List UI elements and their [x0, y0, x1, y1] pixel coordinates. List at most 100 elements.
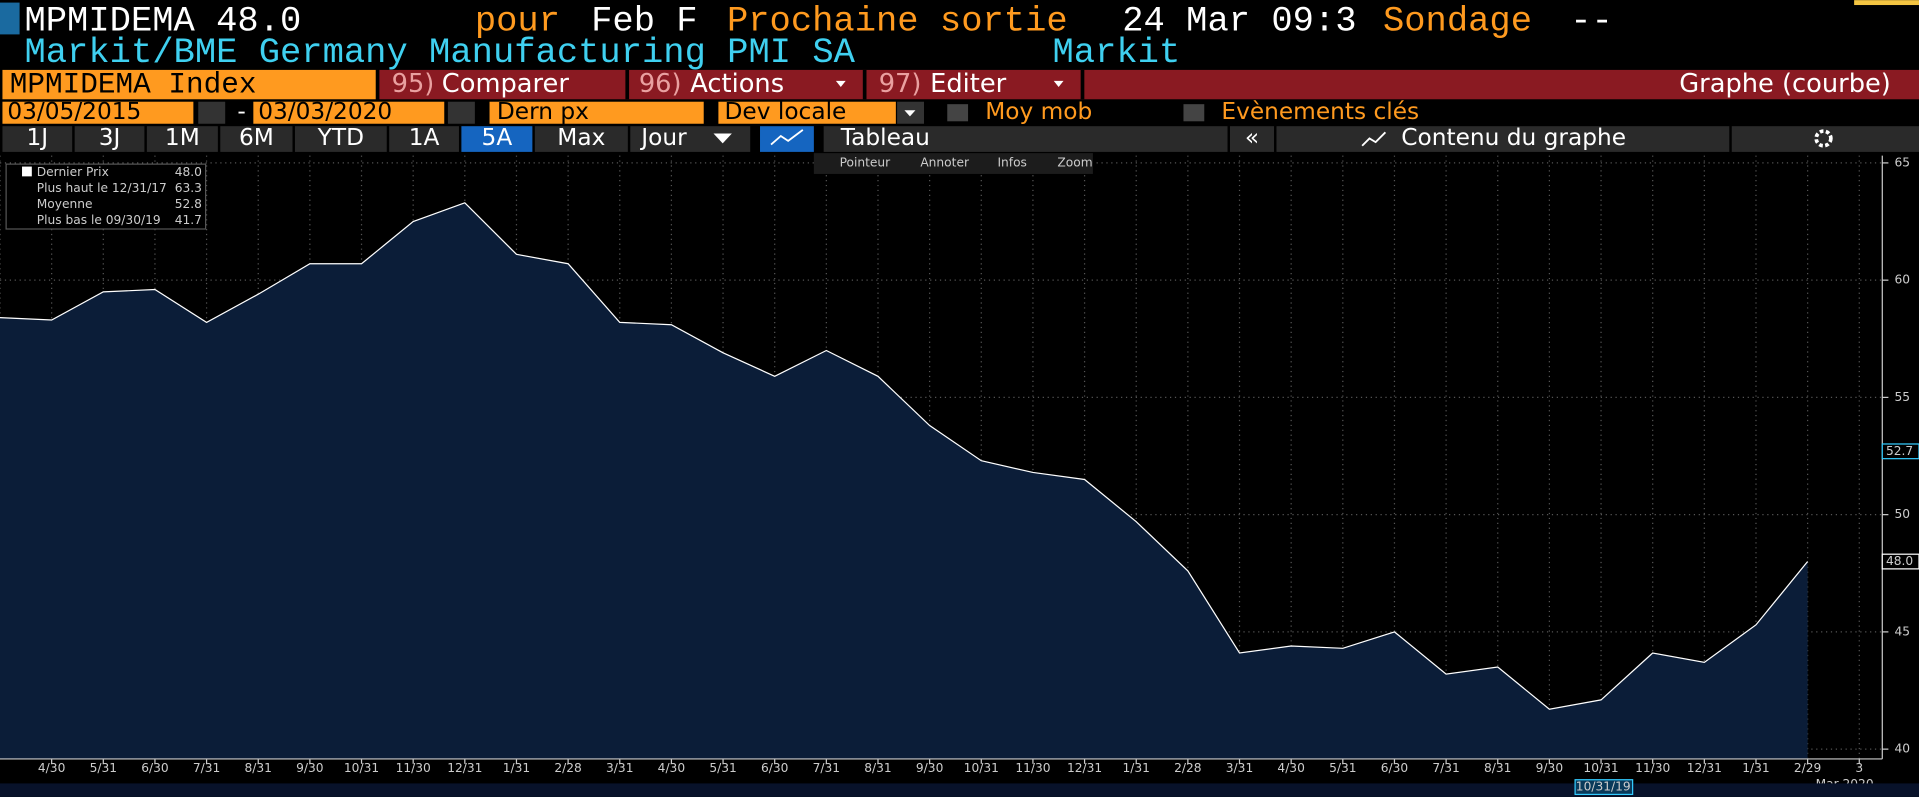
- y-tick-label: 55: [1895, 390, 1911, 404]
- range-button[interactable]: [389, 126, 459, 152]
- range-label: 6M: [239, 124, 274, 151]
- icon: «: [1245, 124, 1259, 151]
- currency-box[interactable]: [718, 101, 896, 124]
- x-tick-label: 3/31: [1226, 761, 1253, 775]
- menu-bar: [379, 69, 1919, 100]
- x-tick-label: 1/31: [1122, 761, 1149, 775]
- x-tick-label: 12/31: [1687, 761, 1722, 775]
- mode[interactable]: Graphe (courbe): [1679, 69, 1891, 99]
- icon: [770, 129, 804, 146]
- chart: 40 45 50 55 60 65 4/30 5/31 6/30 7/31 8/31 9/30 10/3…: [0, 155, 1919, 791]
- menu-items: 95) Comparer 96) Actions 97) Editer Grap…: [392, 69, 1891, 100]
- x-tick-label: 2/28: [1174, 761, 1201, 775]
- tool[interactable]: Annoter: [920, 155, 970, 169]
- settings-button[interactable]: [1731, 126, 1919, 152]
- value: --: [1570, 0, 1613, 41]
- field-box[interactable]: [489, 101, 704, 124]
- date-box[interactable]: [2, 101, 194, 124]
- y-tick-label: 65: [1895, 155, 1911, 169]
- dropdown-arrow: [904, 110, 916, 117]
- security-box[interactable]: [2, 69, 376, 100]
- corner: [1854, 0, 1919, 6]
- period: Feb F: [591, 0, 697, 41]
- checkbox[interactable]: [1183, 104, 1205, 122]
- range-button[interactable]: [74, 126, 145, 152]
- legend-value: 48.0: [175, 165, 202, 179]
- x-tick-label: 3: [1855, 761, 1863, 775]
- range-label: 3J: [99, 124, 121, 151]
- checkbox[interactable]: [947, 104, 969, 122]
- tool[interactable]: Zoom: [1057, 155, 1092, 169]
- button[interactable]: [823, 126, 1228, 152]
- calendar-icon[interactable]: [447, 101, 475, 124]
- tools-bar: [813, 153, 1093, 174]
- menu-item[interactable]: Editer: [930, 69, 1007, 99]
- dropdown-arrow: [835, 80, 846, 88]
- value: 24 Mar 09:3: [1122, 0, 1356, 41]
- ticker: MPMIDEMA 48.0: [24, 0, 301, 41]
- tool[interactable]: Infos: [997, 155, 1027, 169]
- legend: Dernier Prix 48.0 Plus haut le 12/31/17 63.…: [37, 165, 202, 227]
- y-tick-label: 50: [1895, 507, 1911, 521]
- price-tag: [1881, 553, 1919, 570]
- y-tick-label: 45: [1895, 624, 1911, 638]
- date-box[interactable]: [253, 101, 445, 124]
- range-label: 1A: [409, 124, 440, 151]
- range-button[interactable]: [294, 126, 387, 152]
- button[interactable]: [630, 126, 751, 152]
- currency: Dev locale: [725, 98, 847, 125]
- menu-num: 95): [392, 69, 435, 99]
- legend-name: Plus haut le 12/31/17: [37, 181, 167, 195]
- price-tag: [1881, 443, 1919, 460]
- marker: [0, 2, 20, 35]
- x-tick-label: 8/31: [245, 761, 272, 775]
- range-button[interactable]: [461, 126, 533, 152]
- x-tick-label: 7/31: [193, 761, 220, 775]
- calendar-icon[interactable]: [198, 101, 226, 124]
- label: Prochaine sortie: [727, 0, 1068, 41]
- range-label: 5A: [482, 124, 513, 151]
- label: pour: [475, 0, 560, 41]
- range-label: 1J: [26, 124, 48, 151]
- range-button[interactable]: [146, 126, 218, 152]
- tool[interactable]: Pointeur: [840, 155, 892, 169]
- menu-item[interactable]: Comparer: [442, 69, 570, 99]
- legend-box: [5, 163, 207, 230]
- price-tag-label: 52.7: [1886, 444, 1913, 458]
- separator: [862, 69, 867, 100]
- x-tick-label: 9/30: [1536, 761, 1563, 775]
- crosshair-label: 10/31/19: [1576, 780, 1631, 794]
- x-tick-label: 1/31: [503, 761, 530, 775]
- area: [0, 202, 1808, 759]
- collapse-button[interactable]: [1229, 126, 1275, 152]
- legend-name: Dernier Prix: [37, 165, 109, 179]
- legend-name: Moyenne: [37, 197, 93, 211]
- range-button[interactable]: [534, 126, 628, 152]
- legend-name: Plus bas le 09/30/19: [37, 213, 161, 227]
- range-button[interactable]: [2, 126, 73, 152]
- table-button: Tableau: [840, 124, 930, 151]
- tools: Pointeur Annoter Infos Zoom: [840, 155, 1093, 169]
- x-tick-label: 7/31: [813, 761, 840, 775]
- frequency: Jour: [639, 124, 687, 151]
- x-tick-label: 10/31: [1583, 761, 1618, 775]
- legend-value: 41.7: [175, 213, 202, 227]
- line: [0, 202, 1809, 710]
- dropdown-arrow: [1053, 80, 1064, 88]
- legend-value: 52.8: [175, 197, 202, 211]
- field: Dern px: [497, 98, 589, 125]
- menu-num: 96): [639, 69, 682, 99]
- x-tick-label: 2/29: [1794, 761, 1821, 775]
- range-label: Max: [557, 124, 605, 151]
- start-date: 03/05/2015: [7, 98, 141, 125]
- range-button[interactable]: [220, 126, 293, 152]
- menu-item[interactable]: Actions: [690, 69, 784, 99]
- x-tick-label: 5/31: [1329, 761, 1356, 775]
- x-tick-label: 4/30: [1277, 761, 1304, 775]
- price-tag-label: 48.0: [1886, 554, 1913, 568]
- button[interactable]: [1276, 126, 1730, 152]
- range-buttons: 1J 3J 1M 6M YTD 1A 5A Max: [2, 124, 628, 152]
- crosshair-box: [1574, 779, 1634, 796]
- security-name: Markit/BME Germany Manufacturing PMI SA: [24, 32, 855, 73]
- x-tick-label: 12/31: [447, 761, 482, 775]
